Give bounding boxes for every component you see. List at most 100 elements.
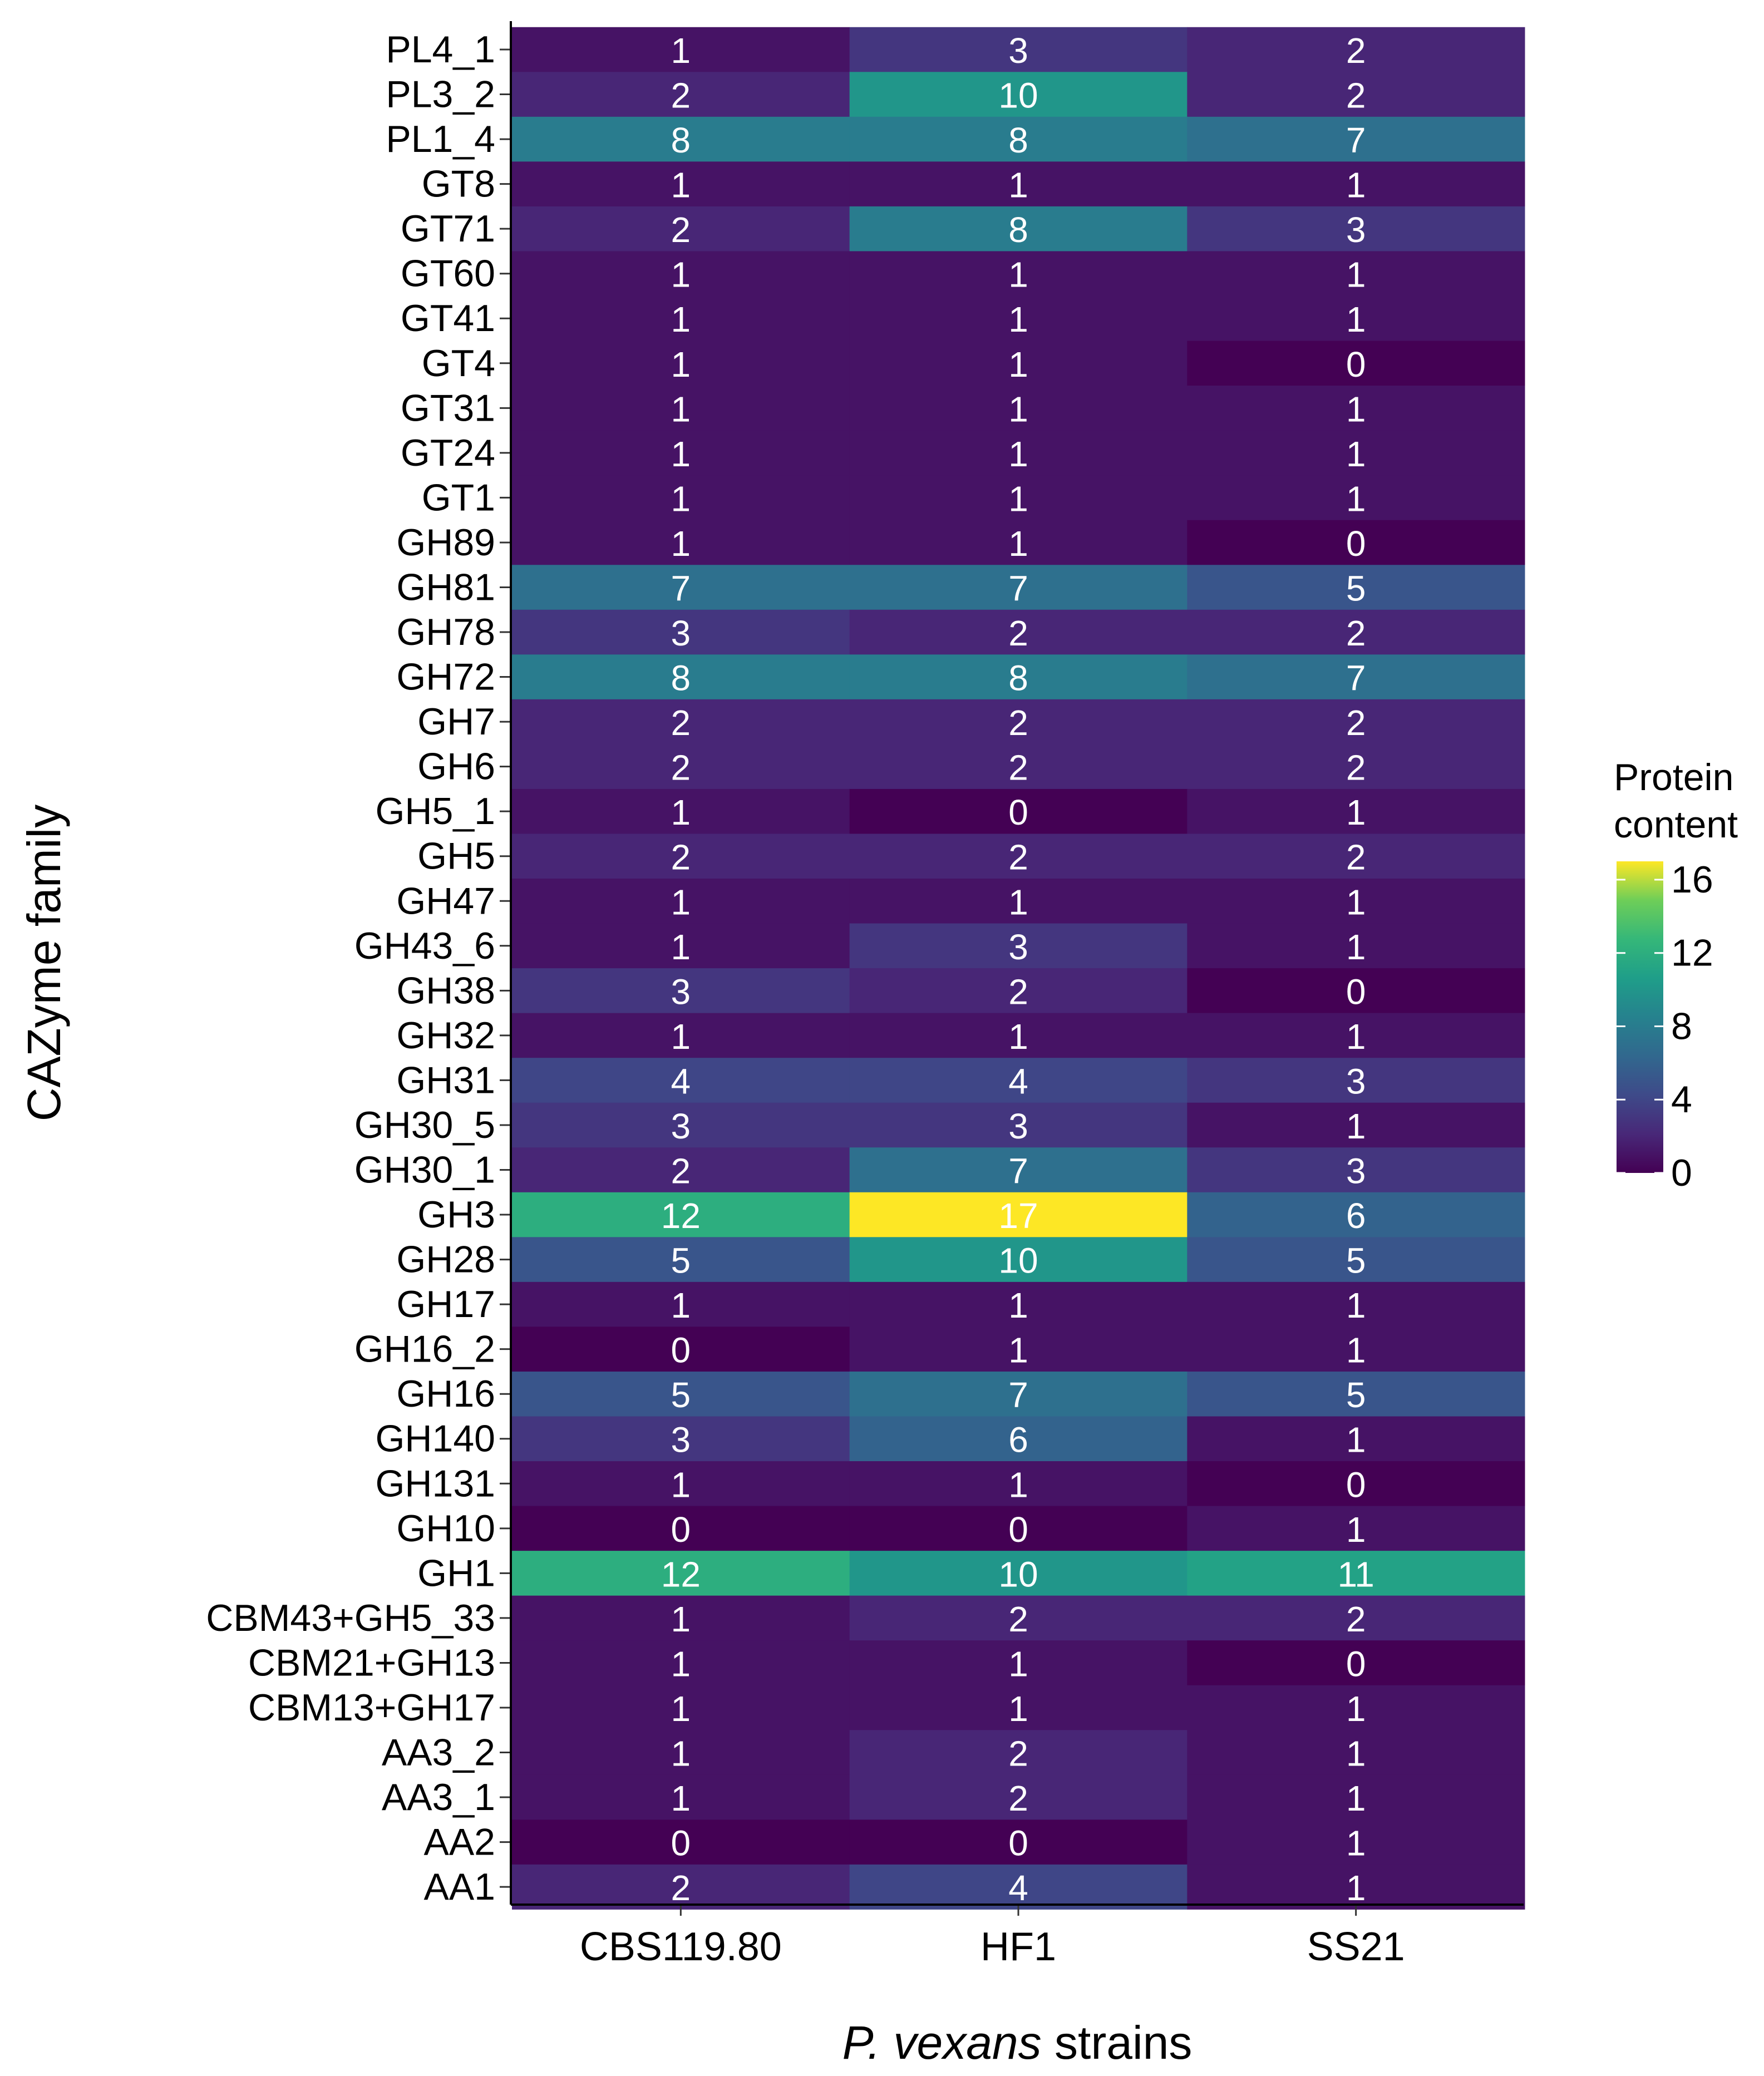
- y-axis-title: CAZyme family: [18, 805, 70, 1121]
- cell-value-label: 1: [671, 1017, 691, 1057]
- heatmap-cell: [512, 475, 850, 521]
- heatmap-cell: [512, 1327, 850, 1372]
- cell-value-label: 10: [998, 1554, 1038, 1594]
- heatmap-cell: [512, 295, 850, 341]
- heatmap-cell: [849, 206, 1188, 252]
- heatmap-cell: [849, 1281, 1188, 1327]
- y-tick-label: GH140: [376, 1418, 495, 1460]
- cell-value-label: 1: [671, 479, 691, 519]
- heatmap-cell: [849, 1506, 1188, 1551]
- heatmap-cell: [512, 520, 850, 565]
- heatmap-cell: [1187, 430, 1525, 476]
- cell-value-label: 4: [1008, 1868, 1028, 1908]
- x-tick-label: SS21: [1307, 1925, 1405, 1969]
- cell-value-label: 1: [1008, 299, 1028, 339]
- x-axis-title-species: P. vexans: [842, 2016, 1042, 2069]
- y-tick-label: GH17: [396, 1283, 495, 1325]
- heatmap-cell: [1187, 116, 1525, 162]
- cell-value-label: 3: [1008, 927, 1028, 967]
- cell-value-label: 1: [1008, 434, 1028, 474]
- legend-title-line1: Protein: [1614, 756, 1733, 798]
- legend-tick-label: 12: [1671, 932, 1713, 974]
- legend-title-line2: content: [1614, 803, 1738, 846]
- cell-value-label: 1: [1346, 1330, 1366, 1370]
- x-axis-title: P. vexans strains: [842, 2016, 1193, 2069]
- legend-tick-label: 4: [1671, 1078, 1692, 1121]
- heatmap-cell: [512, 654, 850, 700]
- cell-value-label: 3: [1346, 1151, 1366, 1191]
- color-legend: Protein content 0 4 8 12 16: [1614, 756, 1738, 1194]
- cell-value-label: 8: [1008, 658, 1028, 698]
- heatmap-cell: [512, 1640, 850, 1686]
- heatmap-cell: [849, 341, 1188, 386]
- cell-value-label: 7: [1008, 568, 1028, 608]
- heatmap-cell: [849, 27, 1188, 72]
- y-tick-label: GH6: [417, 746, 495, 788]
- y-tick-label: GH43_6: [354, 925, 495, 967]
- y-tick-label: AA2: [423, 1821, 495, 1863]
- y-tick-label: GH78: [396, 611, 495, 653]
- heatmap-cell: [512, 1058, 850, 1103]
- cell-value-label: 10: [998, 1241, 1038, 1281]
- cell-value-label: 7: [671, 568, 691, 608]
- cell-value-label: 8: [671, 658, 691, 698]
- heatmap-cell: [1187, 1058, 1525, 1103]
- cell-value-label: 1: [1346, 1285, 1366, 1325]
- heatmap-cell: [512, 206, 850, 252]
- legend-tick-label: 0: [1671, 1152, 1692, 1194]
- y-tick-label: GH10: [396, 1507, 495, 1550]
- heatmap-cell: [1187, 475, 1525, 521]
- cell-value-label: 1: [1346, 165, 1366, 205]
- cell-value-label: 3: [1346, 210, 1366, 250]
- heatmap-cell: [512, 834, 850, 879]
- cell-value-label: 1: [671, 299, 691, 339]
- heatmap-cell: [512, 609, 850, 655]
- heatmap-cell: [1187, 879, 1525, 924]
- cell-value-label: 6: [1346, 1196, 1366, 1236]
- cell-value-label: 5: [1346, 1241, 1366, 1281]
- cell-value-label: 3: [671, 1420, 691, 1460]
- cell-value-label: 8: [1008, 210, 1028, 250]
- cell-value-label: 0: [1008, 1823, 1028, 1863]
- heatmap-cell: [1187, 1102, 1525, 1148]
- heatmap-cell: [1187, 341, 1525, 386]
- cell-value-label: 0: [1346, 344, 1366, 384]
- heatmap-cell: [849, 72, 1188, 117]
- cell-value-label: 0: [671, 1510, 691, 1550]
- legend-colorbar: [1617, 861, 1663, 1173]
- cell-value-label: 11: [1337, 1554, 1374, 1594]
- heatmap-cell: [1187, 206, 1525, 252]
- cell-value-label: 1: [1008, 1644, 1028, 1684]
- heatmap-cell: [849, 520, 1188, 565]
- heatmap-cells: [512, 27, 1525, 1910]
- heatmap-cell: [1187, 295, 1525, 341]
- cell-value-label: 3: [1008, 31, 1028, 71]
- x-tick-label: HF1: [980, 1925, 1056, 1969]
- y-tick-label: GH1: [417, 1552, 495, 1594]
- heatmap-cell: [849, 879, 1188, 924]
- heatmap-cell: [512, 1506, 850, 1551]
- heatmap-cell: [849, 1237, 1188, 1283]
- cell-value-label: 1: [1346, 1017, 1366, 1057]
- heatmap-cell: [849, 1819, 1188, 1865]
- cell-value-label: 1: [1008, 344, 1028, 384]
- cell-value-label: 1: [1346, 1420, 1366, 1460]
- heatmap-cell: [512, 1416, 850, 1462]
- cell-value-label: 1: [1008, 479, 1028, 519]
- heatmap-cell: [1187, 520, 1525, 565]
- heatmap-cell: [849, 1327, 1188, 1372]
- cell-value-label: 12: [661, 1196, 701, 1236]
- heatmap-cell: [849, 1371, 1188, 1417]
- heatmap-cell: [849, 161, 1188, 207]
- y-tick-label: GT24: [401, 432, 495, 474]
- cell-value-label: 2: [1008, 972, 1028, 1012]
- heatmap-cell: [1187, 1685, 1525, 1730]
- cell-value-label: 1: [1008, 1285, 1028, 1325]
- y-tick-label: GH3: [417, 1194, 495, 1236]
- y-tick-label: GT31: [401, 387, 495, 429]
- heatmap-cell: [1187, 27, 1525, 72]
- cell-value-label: 6: [1008, 1420, 1028, 1460]
- cell-value-label: 12: [661, 1554, 701, 1594]
- heatmap-cell: [512, 430, 850, 476]
- x-axis-title-suffix: strains: [1042, 2016, 1193, 2069]
